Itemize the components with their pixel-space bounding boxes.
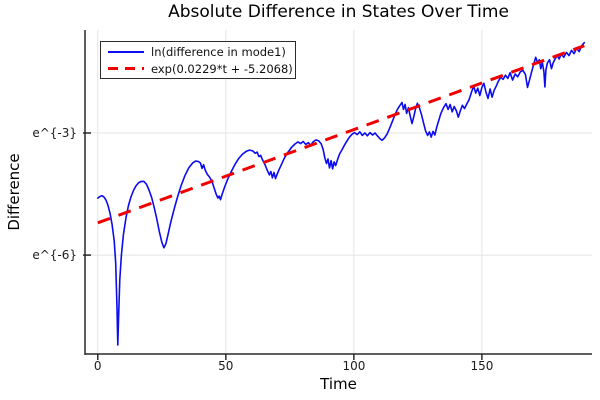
y-tick-label-e-6: e^{-6}	[32, 248, 77, 262]
y-tick-label-e-3: e^{-3}	[32, 126, 77, 140]
series-line-blue	[97, 41, 586, 346]
legend-red-label: exp(0.0229*t + -5.2068)	[151, 61, 293, 76]
legend-blue-line-swatch	[108, 50, 144, 53]
chart-title: Absolute Difference in States Over Time	[168, 2, 509, 22]
x-tick-label-150: 150	[470, 359, 494, 373]
legend-box: ln(difference in mode1) exp(0.0229*t + -…	[100, 41, 296, 79]
x-axis-label: Time	[320, 375, 357, 393]
y-axis-label: Difference	[5, 153, 23, 231]
legend-entry-blue: ln(difference in mode1)	[108, 44, 295, 60]
x-tick-label-100: 100	[342, 359, 366, 373]
x-tick-label-50: 50	[218, 359, 234, 373]
legend-blue-label: ln(difference in mode1)	[151, 44, 286, 59]
legend-red-dashed-swatch	[108, 67, 144, 70]
x-tick-label-0: 0	[93, 359, 102, 373]
legend-entry-red: exp(0.0229*t + -5.2068)	[108, 61, 295, 77]
